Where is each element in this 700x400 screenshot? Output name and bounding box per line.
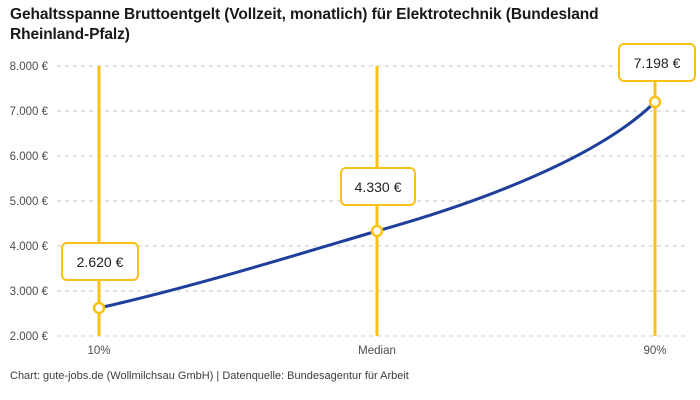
value-badge-90pct: 7.198 € <box>618 43 696 82</box>
y-tick-2000: 2.000 € <box>10 331 49 343</box>
y-tick-7000: 7.000 € <box>10 106 49 118</box>
x-axis-labels: 10% Median 90% <box>87 345 666 357</box>
y-axis-labels: 8.000 € 7.000 € 6.000 € 5.000 € 4.000 € … <box>10 61 49 343</box>
value-label-median: 4.330 € <box>354 178 402 195</box>
marker-90pct <box>648 95 662 109</box>
chart-attribution: Chart: gute-jobs.de (Wollmilchsau GmbH) … <box>10 370 409 382</box>
value-label-10pct: 2.620 € <box>76 253 124 270</box>
x-tick-10pct: 10% <box>87 345 110 357</box>
chart-title: Gehaltsspanne Bruttoentgelt (Vollzeit, m… <box>10 6 599 44</box>
value-badge-10pct: 2.620 € <box>61 242 139 281</box>
y-tick-4000: 4.000 € <box>10 241 49 253</box>
marker-median <box>370 224 384 238</box>
x-tick-90pct: 90% <box>643 345 666 357</box>
value-badge-median: 4.330 € <box>340 167 416 206</box>
y-tick-6000: 6.000 € <box>10 151 49 163</box>
marker-10pct <box>92 301 106 315</box>
data-point-markers <box>92 95 662 315</box>
x-tick-median: Median <box>358 345 396 357</box>
y-tick-5000: 5.000 € <box>10 196 49 208</box>
y-tick-3000: 3.000 € <box>10 286 49 298</box>
value-label-90pct: 7.198 € <box>633 54 681 71</box>
y-tick-8000: 8.000 € <box>10 61 49 73</box>
